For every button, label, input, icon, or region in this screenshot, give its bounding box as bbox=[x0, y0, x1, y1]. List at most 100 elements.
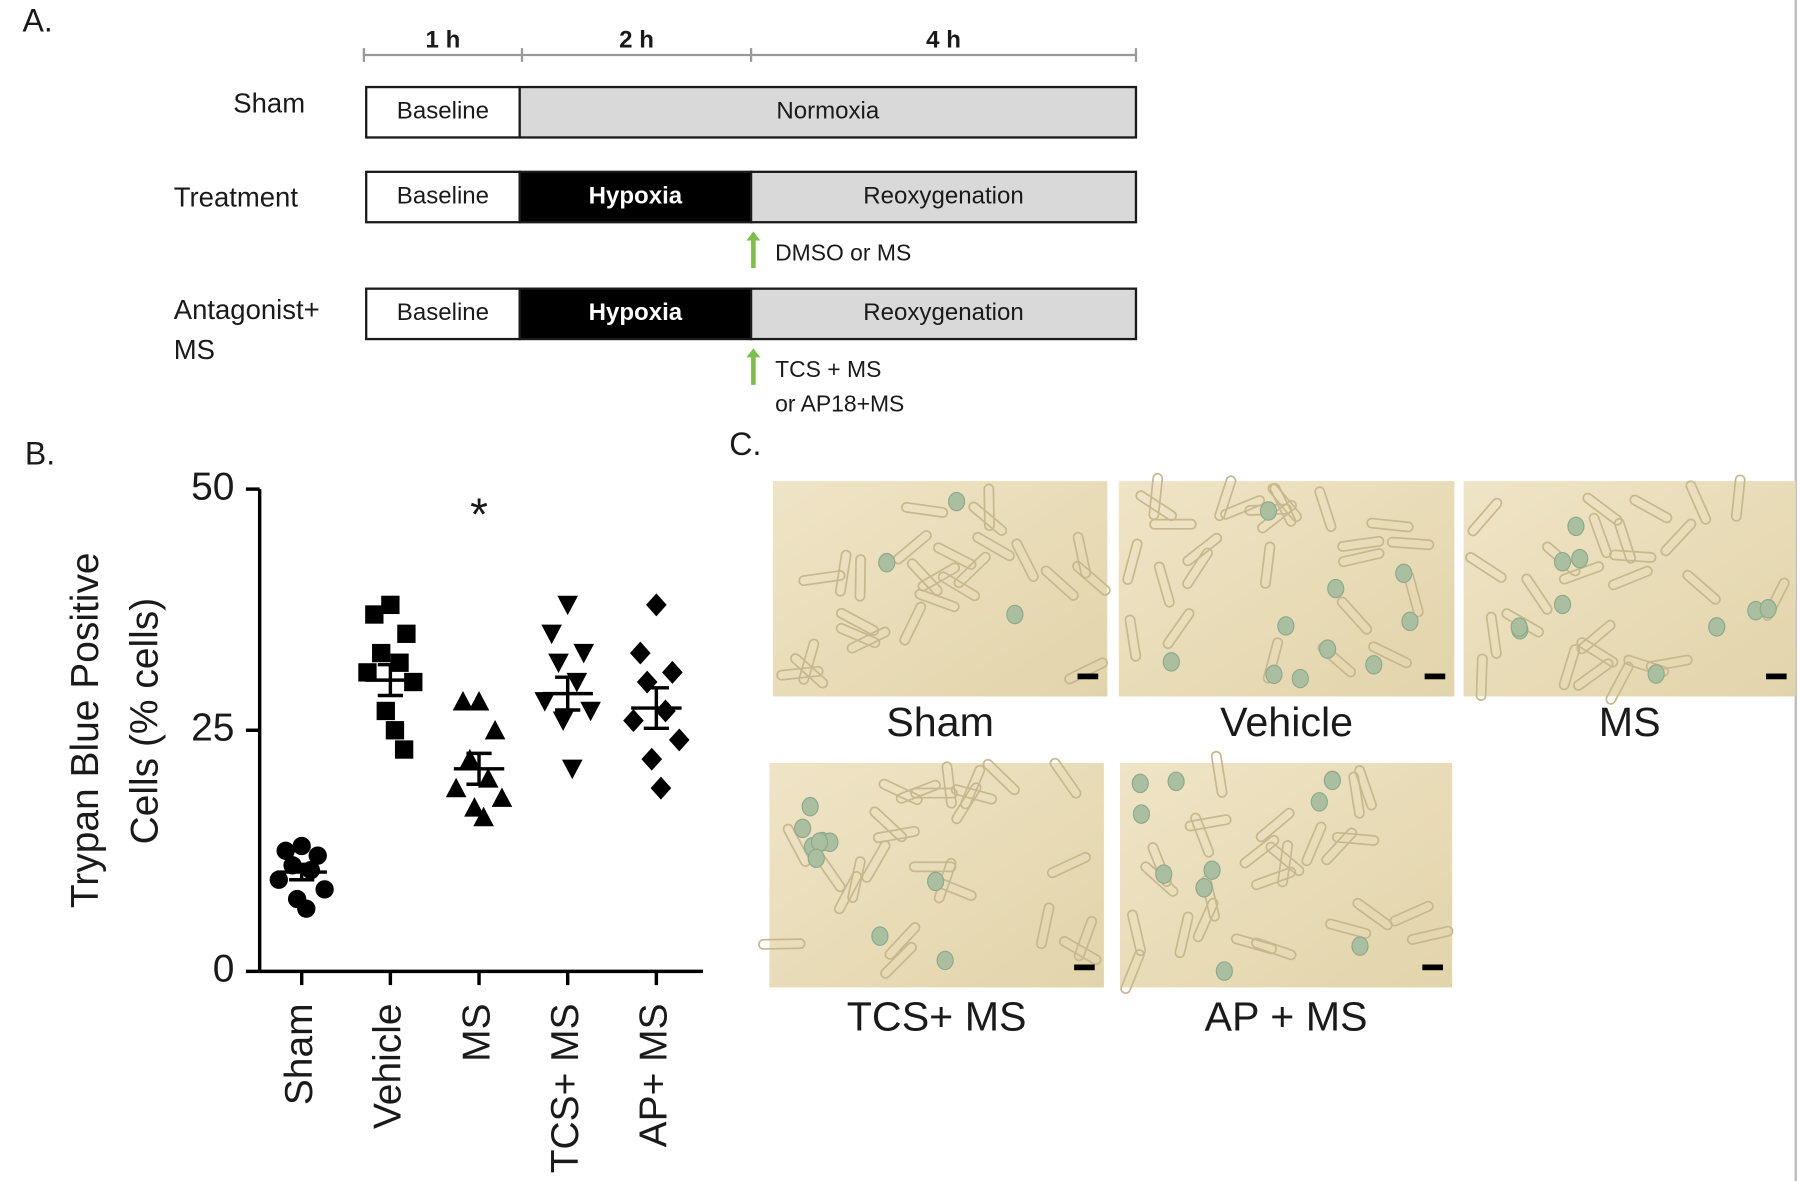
segment-label: Reoxygenation bbox=[863, 299, 1023, 326]
data-point bbox=[491, 787, 513, 807]
x-tick-label: Sham bbox=[278, 1003, 321, 1105]
image-caption: Sham bbox=[886, 699, 994, 745]
micrograph-background bbox=[1463, 481, 1796, 697]
data-point bbox=[580, 701, 601, 722]
data-point bbox=[372, 643, 391, 663]
cell bbox=[1475, 653, 1488, 701]
cell bbox=[895, 779, 941, 804]
stained-cell bbox=[810, 832, 829, 852]
segment-label: Reoxygenation bbox=[863, 182, 1023, 209]
stained-cell bbox=[801, 796, 819, 817]
cell bbox=[1558, 644, 1581, 691]
cell bbox=[1576, 637, 1619, 668]
stained-cell bbox=[807, 848, 825, 869]
cell bbox=[1135, 490, 1177, 522]
cell bbox=[1147, 842, 1173, 887]
cell bbox=[1352, 897, 1393, 931]
cell bbox=[1230, 933, 1278, 955]
x-tick-label: Vehicle bbox=[367, 1003, 410, 1129]
cell bbox=[1267, 483, 1302, 523]
image-caption: Vehicle bbox=[1220, 699, 1353, 745]
cell bbox=[1366, 517, 1414, 533]
cell bbox=[1122, 538, 1143, 585]
cell bbox=[1220, 495, 1266, 520]
micrograph bbox=[1118, 472, 1455, 697]
stained-cell bbox=[936, 950, 954, 971]
cell bbox=[1588, 512, 1612, 559]
cell bbox=[1337, 535, 1385, 552]
image-caption: AP + MS bbox=[1205, 993, 1368, 1039]
scale-bar bbox=[1765, 673, 1787, 680]
data-point bbox=[376, 701, 395, 721]
data-point bbox=[315, 880, 334, 899]
cell bbox=[1336, 596, 1373, 635]
cell bbox=[1605, 661, 1634, 705]
cell bbox=[861, 840, 891, 883]
data-point bbox=[397, 624, 416, 643]
y-axis-label: Trypan Blue Positive bbox=[64, 552, 107, 908]
data-point bbox=[650, 776, 672, 800]
cell bbox=[1040, 565, 1079, 601]
data-point bbox=[394, 740, 414, 759]
cell bbox=[1321, 827, 1358, 866]
stained-cell bbox=[1351, 936, 1369, 956]
stained-cell bbox=[1401, 611, 1419, 632]
cell bbox=[1265, 841, 1305, 877]
stained-cell bbox=[871, 926, 889, 946]
stained-cell bbox=[1215, 961, 1233, 981]
panel-label: C. bbox=[729, 426, 761, 462]
cell bbox=[910, 787, 958, 799]
cell bbox=[1073, 915, 1098, 962]
cell bbox=[1314, 486, 1337, 533]
row-label: Antagonist+ bbox=[174, 294, 320, 325]
cell bbox=[1337, 548, 1385, 568]
data-point bbox=[484, 719, 506, 740]
arrow-head bbox=[746, 231, 761, 241]
y-tick-label: 50 bbox=[191, 465, 234, 508]
cell bbox=[869, 806, 908, 843]
stained-cell bbox=[1365, 655, 1383, 675]
cell bbox=[1072, 560, 1111, 596]
stained-cell bbox=[1195, 878, 1213, 898]
y-axis-label: Cells (% cells) bbox=[124, 598, 167, 845]
cell bbox=[960, 764, 986, 810]
cell bbox=[833, 870, 863, 915]
row-label: Sham bbox=[233, 88, 305, 119]
stained-cell bbox=[1759, 599, 1777, 619]
cell bbox=[914, 588, 960, 613]
cell bbox=[1609, 549, 1657, 563]
cell bbox=[1467, 497, 1503, 537]
stained-cell bbox=[1265, 664, 1283, 685]
image-caption: MS bbox=[1599, 699, 1661, 745]
stained-cell bbox=[1155, 864, 1173, 884]
data-point bbox=[557, 595, 579, 616]
data-point bbox=[390, 653, 409, 672]
cell bbox=[972, 531, 1015, 562]
panel-label: B. bbox=[25, 435, 55, 471]
stained-cell bbox=[878, 552, 896, 573]
cell bbox=[1607, 565, 1653, 591]
timeline-segment bbox=[365, 85, 521, 139]
stained-cell bbox=[1203, 860, 1221, 880]
cell bbox=[1035, 902, 1055, 950]
row-label: Treatment bbox=[174, 182, 299, 213]
cell bbox=[1348, 771, 1365, 819]
cell bbox=[1072, 531, 1092, 579]
arrow-head bbox=[746, 348, 761, 358]
stained-cell bbox=[1323, 770, 1341, 791]
cell bbox=[872, 825, 920, 844]
cell bbox=[1049, 757, 1082, 799]
cell bbox=[1269, 482, 1297, 527]
cell bbox=[1277, 840, 1294, 888]
cell bbox=[1730, 474, 1746, 522]
data-point bbox=[365, 605, 384, 624]
stained-cell bbox=[794, 818, 812, 839]
timeline-segment bbox=[365, 287, 521, 341]
panel-label: A. bbox=[23, 2, 53, 38]
scale-bar bbox=[1074, 964, 1095, 971]
cell bbox=[1120, 949, 1145, 995]
cell bbox=[835, 607, 880, 636]
cell bbox=[937, 571, 981, 602]
